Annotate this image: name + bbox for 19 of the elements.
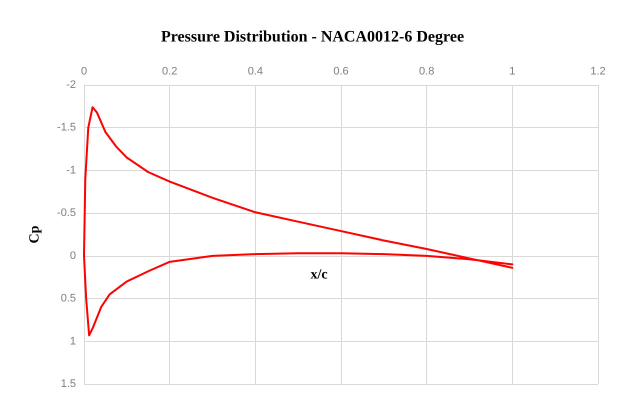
y-tick-label: -2 (66, 79, 76, 91)
y-axis-title: Cp (28, 225, 42, 244)
y-tick-label: 0.5 (60, 292, 76, 305)
y-tick-label: 0 (70, 250, 76, 262)
x-axis-title: x/c (310, 267, 328, 282)
y-tick-label: 1 (70, 335, 76, 348)
y-tick-label: -1 (66, 164, 76, 176)
x-tick-label: 1.2 (590, 66, 606, 78)
x-tick-label: 0.6 (333, 66, 349, 78)
x-tick-label: 0 (80, 66, 88, 78)
chart-title: Pressure Distribution - NACA0012-6 Degree (160, 28, 464, 46)
x-tick-label: 0.4 (248, 66, 263, 78)
x-tick-label: 0.8 (419, 66, 434, 78)
y-tick-label: -0.5 (57, 207, 76, 220)
y-tick-label: 1.5 (60, 378, 76, 390)
line-series (83, 106, 514, 336)
x-tick-label: 0.2 (162, 66, 178, 78)
y-tick-label: -1.5 (57, 122, 76, 134)
x-tick-label: 1 (509, 66, 516, 78)
